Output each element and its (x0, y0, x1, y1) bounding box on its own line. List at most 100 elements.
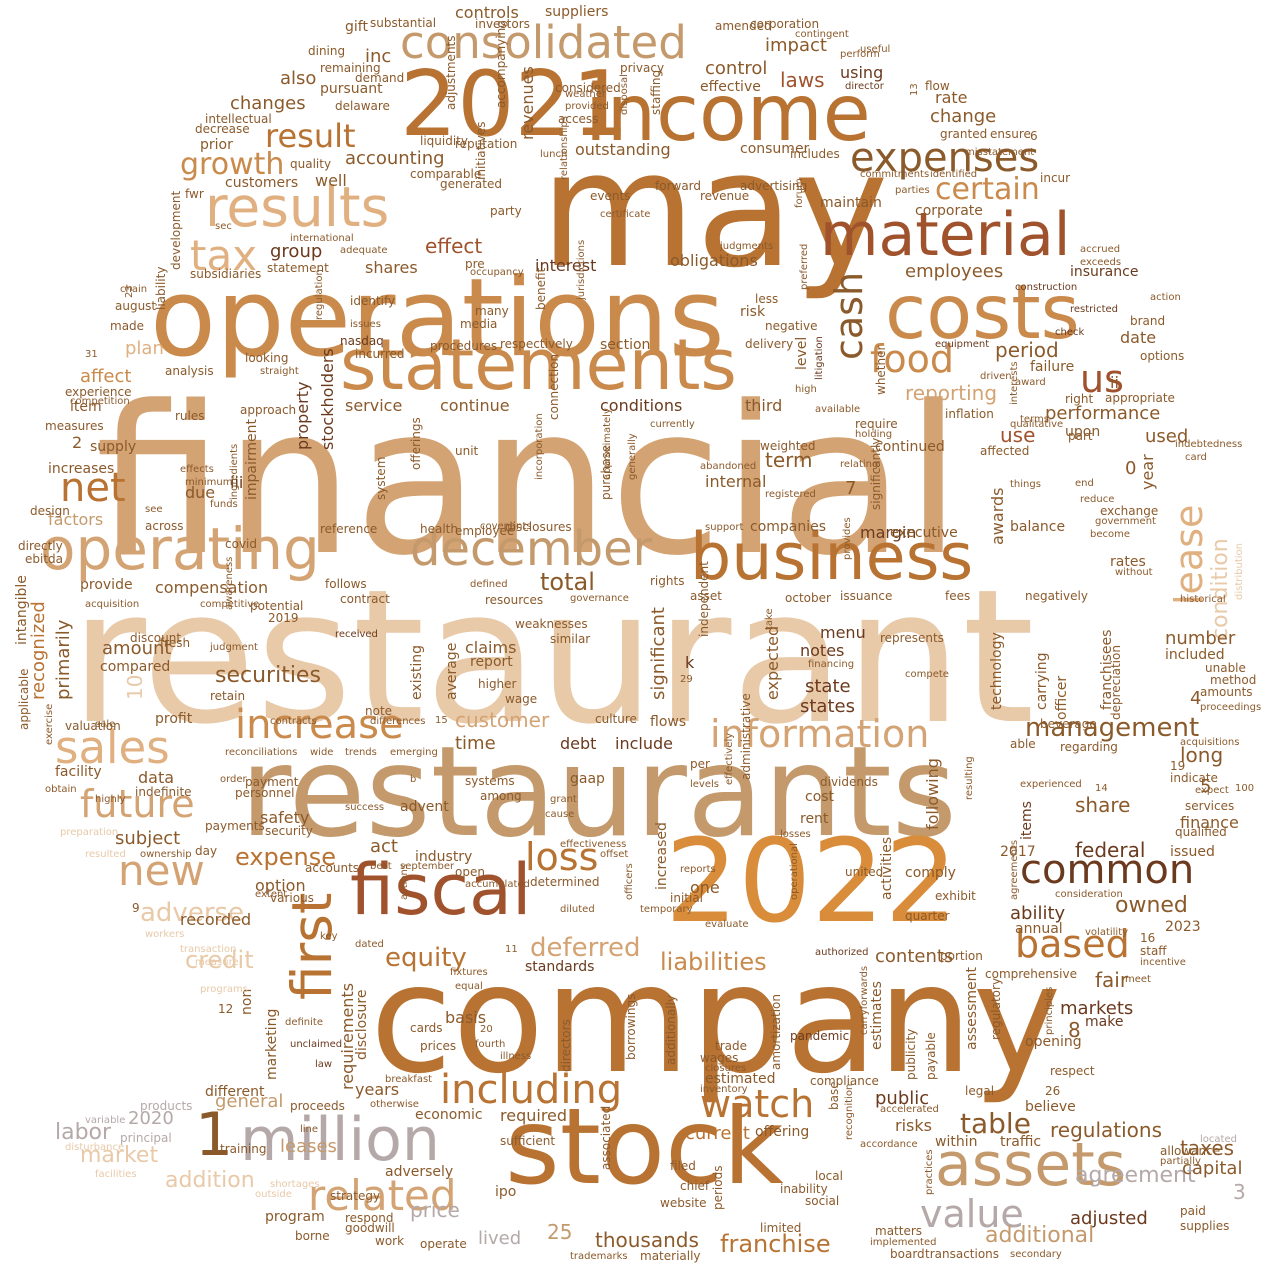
word-chain: chain (120, 284, 148, 295)
word-rules: rules (175, 409, 205, 423)
word-option: option (255, 876, 306, 895)
word-dated: dated (355, 939, 384, 950)
word-growth: growth (180, 147, 285, 182)
word-certificate: certificate (600, 209, 651, 220)
word-advertising: advertising (740, 179, 808, 193)
word-existing: existing (409, 645, 425, 700)
word-14: 14 (1095, 783, 1108, 794)
word-expenses: expenses (850, 135, 1040, 181)
word-effects: effects (180, 464, 214, 475)
word-abandoned: abandoned (700, 461, 757, 472)
word-local: local (815, 1169, 843, 1183)
word-carryforwards: carryforwards (859, 965, 870, 1035)
word-diluted: diluted (560, 904, 595, 915)
word-2021: 2021 (400, 52, 630, 157)
word-programs: programs (200, 984, 248, 995)
word-right: right (1065, 392, 1094, 406)
word-annual: annual (1015, 921, 1063, 937)
word-franchise: franchise (720, 1230, 831, 1258)
word-affected: affected (980, 444, 1030, 458)
word-identified: identified (930, 169, 978, 180)
word-required: required (500, 1106, 568, 1125)
word-suppliers: suppliers (545, 4, 609, 20)
word-insurance: insurance (1070, 264, 1139, 280)
word-2022: 2022 (665, 815, 958, 949)
word-materially: materially (640, 1249, 701, 1263)
word-factors: factors (48, 510, 104, 529)
word-support: support (705, 522, 744, 533)
word-emerging: emerging (390, 747, 438, 758)
word-design: design (30, 504, 70, 518)
word-law: law (315, 1059, 333, 1070)
word-balance: balance (1010, 519, 1066, 535)
word-covenants: covenants (480, 521, 532, 532)
word-sec: sec (215, 221, 232, 232)
word-number: number (1165, 628, 1236, 649)
word-consumer: consumer (740, 141, 810, 157)
word-supplies: supplies (1180, 1219, 1230, 1233)
word-revenues: revenues (518, 66, 537, 140)
word-internal: internal (705, 472, 767, 491)
word-offset: offset (600, 849, 629, 860)
word-negatively: negatively (1025, 589, 1088, 603)
word-publicity: publicity (904, 1028, 918, 1080)
word-weighted: weighted (760, 439, 816, 453)
word-available: available (815, 404, 861, 415)
word-resources: resources (485, 593, 544, 607)
word-claims: claims (465, 638, 517, 657)
word-periods: periods (711, 1165, 725, 1210)
word-change: change (930, 106, 997, 127)
word-forum: forum (794, 178, 805, 208)
word-limited: limited (760, 1221, 802, 1235)
word-matters: matters (875, 1224, 923, 1238)
word-due: due (185, 483, 216, 502)
word-current: current (685, 1123, 750, 1144)
word-holding: holding (855, 429, 893, 440)
word-debt: debt (560, 734, 597, 753)
word-believe: believe (1025, 1099, 1076, 1115)
word-incur: incur (1040, 171, 1071, 185)
word-31: 31 (85, 349, 98, 360)
word-meet: meet (1125, 974, 1151, 985)
word-sale: sale (95, 719, 116, 730)
word-20: 20 (480, 1024, 493, 1035)
word-strategy: strategy (330, 1189, 381, 1203)
word-8: 8 (1068, 1018, 1081, 1042)
word-items: items (1019, 801, 1035, 840)
word-paid: paid (1180, 1204, 1206, 1218)
word-watch: watch (700, 1082, 815, 1126)
word-cost: cost (805, 789, 835, 805)
word-finance: finance (1180, 813, 1239, 832)
word-directly: directly (18, 539, 63, 553)
word-6: 6 (1030, 129, 1038, 143)
word-website: website (660, 1196, 707, 1210)
word-looking: looking (245, 351, 289, 365)
word-loss: loss (525, 835, 599, 879)
word-regulations: regulations (1050, 1118, 1163, 1142)
word-failure: failure (1030, 359, 1075, 375)
word-action: action (1150, 292, 1181, 303)
word-equal: equal (455, 981, 483, 992)
word-order: order (220, 774, 247, 785)
word-restaurants: restaurants (240, 720, 957, 865)
word-include: include (615, 734, 673, 753)
word-card: card (1185, 452, 1207, 463)
word-fwr: fwr (185, 187, 204, 201)
word-identify: identify (350, 294, 396, 308)
word-forward: forward (655, 179, 702, 193)
word-health: health (420, 522, 458, 536)
word-customer: customer (455, 708, 550, 732)
word-dividends: dividends (820, 775, 878, 789)
word-flows: flows (650, 714, 687, 730)
word-temporary: temporary (640, 904, 693, 915)
word-allowance: allowance (1160, 1144, 1221, 1158)
word-access: access (558, 112, 599, 126)
word-indebtedness: indebtedness (1175, 439, 1243, 450)
word-2020: 2020 (128, 1108, 174, 1129)
word-amortization: amortization (769, 994, 783, 1070)
word-margin: margin (860, 523, 917, 542)
word-ability: ability (1010, 903, 1066, 924)
word-maintain: maintain (820, 195, 882, 211)
word-increase: increase (235, 702, 404, 748)
